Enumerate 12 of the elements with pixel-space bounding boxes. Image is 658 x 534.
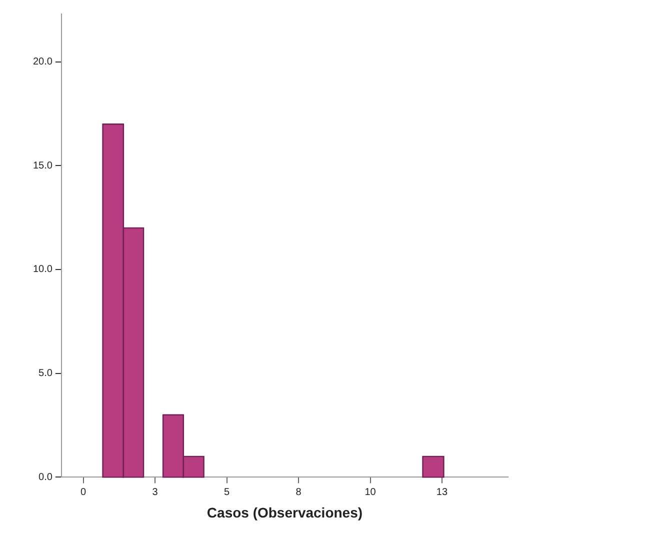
x-tick-label: 10 <box>364 486 376 498</box>
y-tick-label: 15.0 <box>32 160 53 172</box>
x-tick-label: 13 <box>436 486 448 498</box>
x-axis-title: Casos (Observaciones) <box>206 504 363 520</box>
x-tick-label: 3 <box>152 486 158 498</box>
y-tick-label: 5.0 <box>38 368 53 380</box>
x-tick-label: 8 <box>296 486 302 498</box>
x-tick-label: 0 <box>80 486 86 498</box>
y-tick-label: 10.0 <box>32 264 53 276</box>
y-tick-label: 20.0 <box>32 56 53 68</box>
y-tick-label: 0.0 <box>38 472 53 483</box>
x-tick-label: 5 <box>224 486 230 498</box>
